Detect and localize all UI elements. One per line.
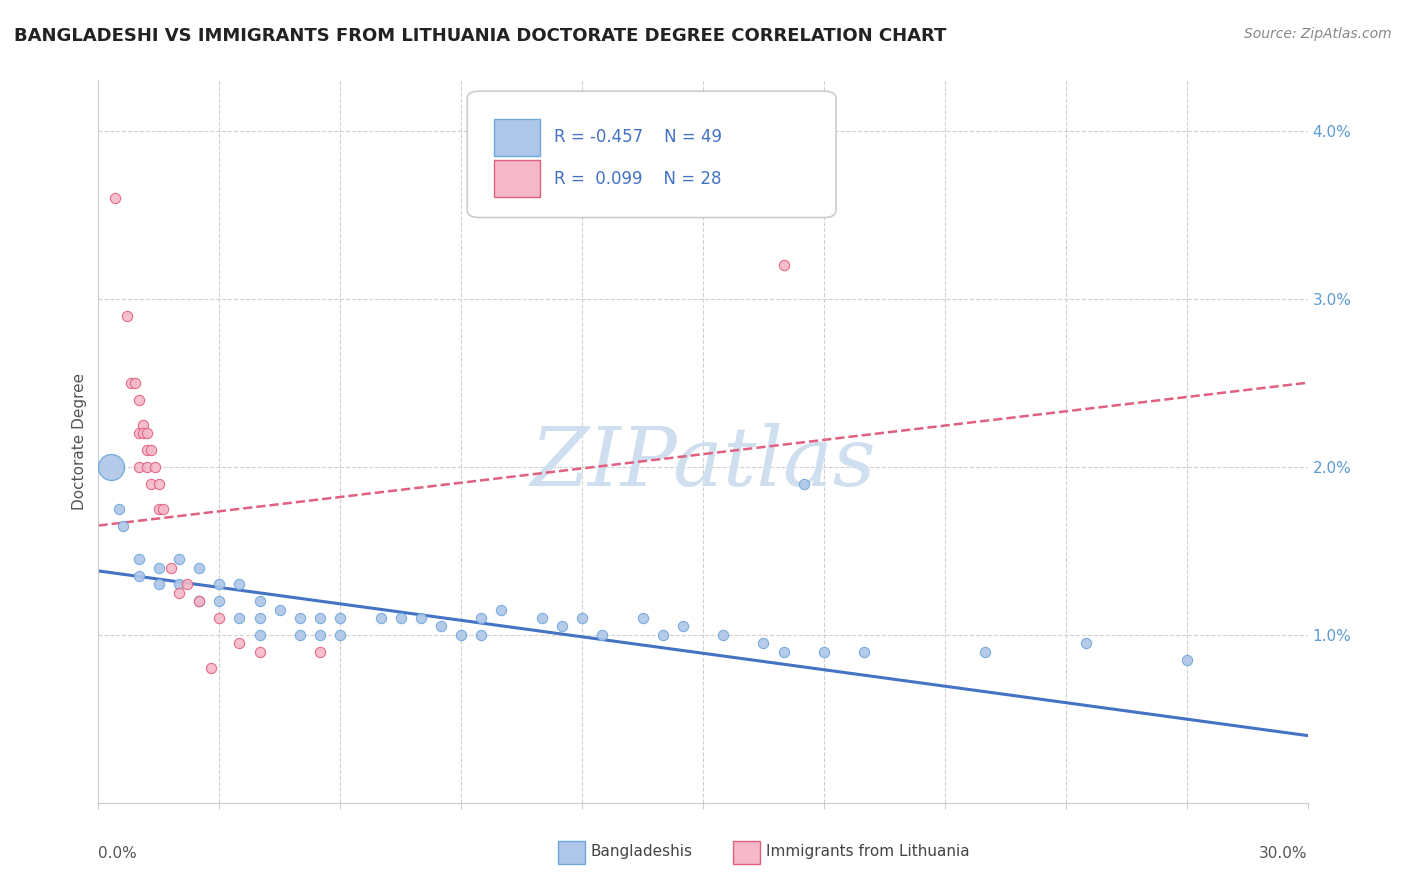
Point — [100, 459, 122, 474]
Point — [135, 459, 157, 474]
Point — [853, 644, 876, 658]
Point — [124, 376, 146, 390]
Point — [208, 594, 231, 608]
Point — [249, 628, 271, 642]
Point — [128, 552, 150, 566]
Point — [793, 476, 815, 491]
Point — [370, 611, 392, 625]
Point — [128, 426, 150, 441]
Text: Immigrants from Lithuania: Immigrants from Lithuania — [766, 845, 970, 859]
Text: 30.0%: 30.0% — [1260, 847, 1308, 861]
Point — [152, 501, 174, 516]
Point — [470, 611, 492, 625]
Point — [139, 476, 162, 491]
Text: ZIPatlas: ZIPatlas — [530, 423, 876, 503]
Point — [309, 611, 332, 625]
FancyBboxPatch shape — [494, 160, 540, 197]
Text: BANGLADESHI VS IMMIGRANTS FROM LITHUANIA DOCTORATE DEGREE CORRELATION CHART: BANGLADESHI VS IMMIGRANTS FROM LITHUANIA… — [14, 27, 946, 45]
Point — [148, 560, 170, 574]
Point — [631, 611, 654, 625]
Point — [269, 602, 291, 616]
Point — [160, 560, 183, 574]
FancyBboxPatch shape — [558, 841, 585, 864]
Point — [120, 376, 142, 390]
Point — [591, 628, 613, 642]
Point — [409, 611, 432, 625]
Point — [813, 644, 835, 658]
Point — [208, 611, 231, 625]
Point — [143, 459, 166, 474]
Point — [249, 594, 271, 608]
Point — [249, 611, 271, 625]
Point — [188, 594, 211, 608]
Point — [115, 309, 138, 323]
Point — [107, 501, 129, 516]
Point — [772, 644, 794, 658]
Point — [228, 636, 250, 650]
Point — [1074, 636, 1097, 650]
Point — [551, 619, 574, 633]
Point — [188, 560, 211, 574]
Point — [128, 569, 150, 583]
Point — [309, 644, 332, 658]
Point — [228, 577, 250, 591]
Point — [135, 426, 157, 441]
Point — [491, 602, 513, 616]
Point — [711, 628, 734, 642]
Point — [571, 611, 593, 625]
Point — [249, 644, 271, 658]
Point — [309, 628, 332, 642]
Point — [389, 611, 412, 625]
Point — [974, 644, 997, 658]
FancyBboxPatch shape — [494, 119, 540, 156]
Point — [167, 577, 190, 591]
Point — [132, 417, 155, 432]
Y-axis label: Doctorate Degree: Doctorate Degree — [72, 373, 87, 510]
Point — [288, 628, 311, 642]
Point — [167, 586, 190, 600]
Point — [228, 611, 250, 625]
Point — [176, 577, 198, 591]
Point — [188, 594, 211, 608]
Point — [103, 191, 125, 205]
Point — [111, 518, 134, 533]
Point — [752, 636, 775, 650]
Text: R = -0.457    N = 49: R = -0.457 N = 49 — [554, 128, 723, 146]
Point — [530, 611, 553, 625]
Point — [651, 628, 673, 642]
Point — [329, 628, 352, 642]
Point — [128, 392, 150, 407]
Point — [450, 628, 472, 642]
Point — [148, 577, 170, 591]
Point — [288, 611, 311, 625]
Point — [430, 619, 453, 633]
Point — [132, 426, 155, 441]
FancyBboxPatch shape — [734, 841, 759, 864]
Point — [167, 552, 190, 566]
Point — [135, 442, 157, 457]
Point — [672, 619, 695, 633]
Text: R =  0.099    N = 28: R = 0.099 N = 28 — [554, 169, 721, 187]
Point — [148, 501, 170, 516]
Text: Source: ZipAtlas.com: Source: ZipAtlas.com — [1244, 27, 1392, 41]
Point — [128, 459, 150, 474]
Point — [200, 661, 222, 675]
Point — [470, 628, 492, 642]
FancyBboxPatch shape — [467, 91, 837, 218]
Text: 0.0%: 0.0% — [98, 847, 138, 861]
Point — [329, 611, 352, 625]
Text: Bangladeshis: Bangladeshis — [591, 845, 693, 859]
Point — [772, 258, 794, 272]
Point — [1175, 653, 1198, 667]
Point — [208, 577, 231, 591]
Point — [148, 476, 170, 491]
Point — [139, 442, 162, 457]
